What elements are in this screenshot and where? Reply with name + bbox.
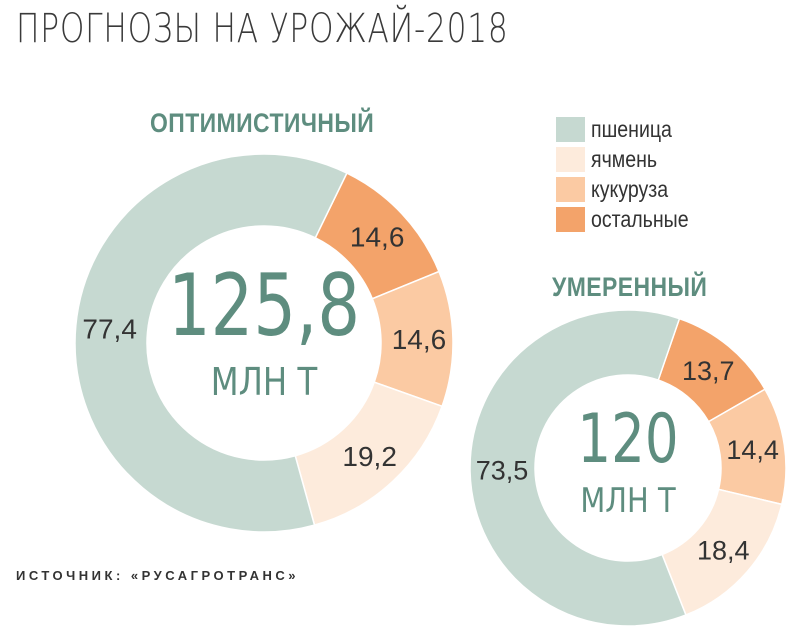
legend-swatch-other [556, 206, 585, 232]
legend-swatch-barley [556, 146, 585, 172]
total-unit: МЛН Т [211, 361, 318, 405]
page-title: ПРОГНОЗЫ НА УРОЖАЙ-2018 [16, 6, 509, 52]
slice-label-barley: 18,4 [697, 535, 750, 565]
slice-wheat [74, 153, 348, 533]
slice-label-corn: 14,6 [392, 324, 447, 355]
legend-label-other: остальные [591, 205, 689, 232]
legend-item-corn: кукуруза [556, 174, 706, 204]
slice-label-corn: 14,4 [726, 435, 779, 465]
legend-item-wheat: пшеница [556, 114, 706, 144]
legend-label-wheat: пшеница [591, 115, 672, 142]
scenario-title-moderate: УМЕРЕННЫЙ [552, 272, 708, 302]
legend-label-corn: кукуруза [591, 175, 669, 202]
total-value: 120 [577, 400, 678, 479]
total-unit: МЛН Т [580, 482, 676, 521]
legend-item-other: остальные [556, 204, 706, 234]
slice-label-other: 14,6 [350, 222, 405, 253]
legend: пшеница ячмень кукуруза остальные [556, 114, 706, 234]
legend-swatch-corn [556, 176, 585, 202]
slice-label-other: 13,7 [682, 356, 735, 386]
legend-label-barley: ячмень [591, 145, 658, 172]
slice-label-barley: 19,2 [342, 441, 397, 472]
scenario-title-optimistic: ОПТИМИСТИЧНЫЙ [150, 108, 375, 138]
total-value: 125,8 [168, 256, 360, 356]
slice-label-wheat: 73,5 [476, 456, 529, 486]
slice-label-wheat: 77,4 [82, 313, 137, 344]
slice-wheat [469, 309, 687, 627]
legend-swatch-wheat [556, 116, 585, 142]
donut-optimistic: 14,6 14,6 19,2 77,4 125,8 МЛН Т [74, 153, 454, 533]
legend-item-barley: ячмень [556, 144, 706, 174]
source-note: ИСТОЧНИК: «РУСАГРОТРАНС» [16, 568, 299, 583]
